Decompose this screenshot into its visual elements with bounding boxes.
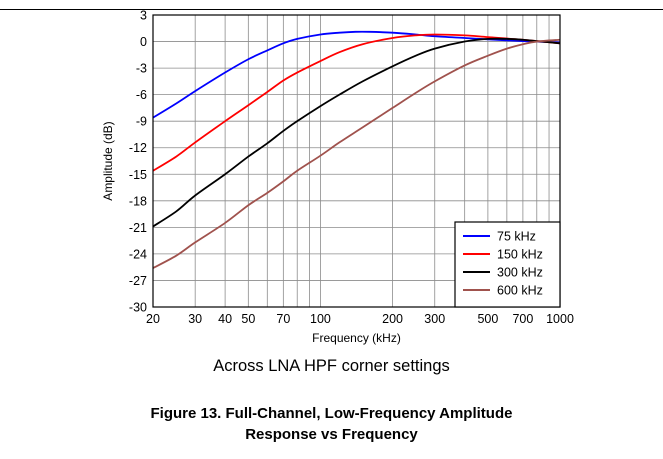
figure-caption-line-2: Response vs Frequency: [245, 426, 418, 443]
chart-subtitle: Across LNA HPF corner settings: [213, 357, 450, 375]
y-tick-label: -15: [129, 168, 147, 182]
series-line-75-khz: [152, 30, 561, 119]
legend-box: [454, 221, 561, 308]
y-axis-title: Amplitude (dB): [101, 121, 115, 200]
y-tick-label: -24: [129, 247, 147, 261]
top-rule: [0, 9, 663, 10]
x-tick-label: 70: [276, 312, 290, 326]
y-tick-label: 3: [140, 9, 147, 23]
x-tick-label: 100: [310, 312, 331, 326]
y-tick-label: -12: [129, 141, 147, 155]
legend-label-600-khz: 600 kHz: [497, 284, 543, 298]
y-tick-label: -9: [136, 115, 147, 129]
tick-label-layer: 20 30 40 50 70 100 200 300 500 700 100030-3-6-9-12…: [129, 9, 574, 327]
legend-label-300-khz: 300 kHz: [497, 266, 543, 280]
series-line-150-khz: [152, 33, 561, 172]
y-tick-label: 0: [140, 35, 147, 49]
legend-label-75-khz: 75 kHz: [497, 230, 536, 244]
x-tick-label: 200: [382, 312, 403, 326]
x-tick-label: 20: [146, 312, 160, 326]
figure-caption-line-1: Figure 13. Full-Channel, Low-Frequency A…: [150, 405, 513, 422]
y-tick-label: -6: [136, 88, 147, 102]
series-line-300-khz: [152, 37, 561, 228]
x-tick-label: 300: [424, 312, 445, 326]
series-line-600-khz: [152, 38, 561, 269]
x-axis-title: Frequency (kHz): [312, 331, 401, 345]
legend: 75 kHz 150 kHz 300 kHz 600 kHz: [454, 221, 561, 308]
x-tick-label: 40: [218, 312, 232, 326]
x-tick-label: 1000: [546, 312, 574, 326]
x-tick-label: 50: [241, 312, 255, 326]
figure-caption: Figure 13. Full-Channel, Low-Frequency A…: [0, 403, 663, 445]
series-layer: [152, 30, 561, 269]
x-tick-label: 30: [188, 312, 202, 326]
y-tick-label: -21: [129, 221, 147, 235]
y-tick-label: -18: [129, 194, 147, 208]
plot-frame: [152, 14, 561, 308]
legend-label-150-khz: 150 kHz: [497, 248, 543, 262]
y-tick-label: -3: [136, 62, 147, 76]
y-tick-label: -30: [129, 301, 147, 315]
x-tick-label: 500: [477, 312, 498, 326]
x-tick-label: 700: [512, 312, 533, 326]
amplitude-chart: 20 30 40 50 70 100 200 300 500 700 100030-3-6-9-12…: [101, 9, 574, 346]
y-tick-label: -27: [129, 274, 147, 288]
